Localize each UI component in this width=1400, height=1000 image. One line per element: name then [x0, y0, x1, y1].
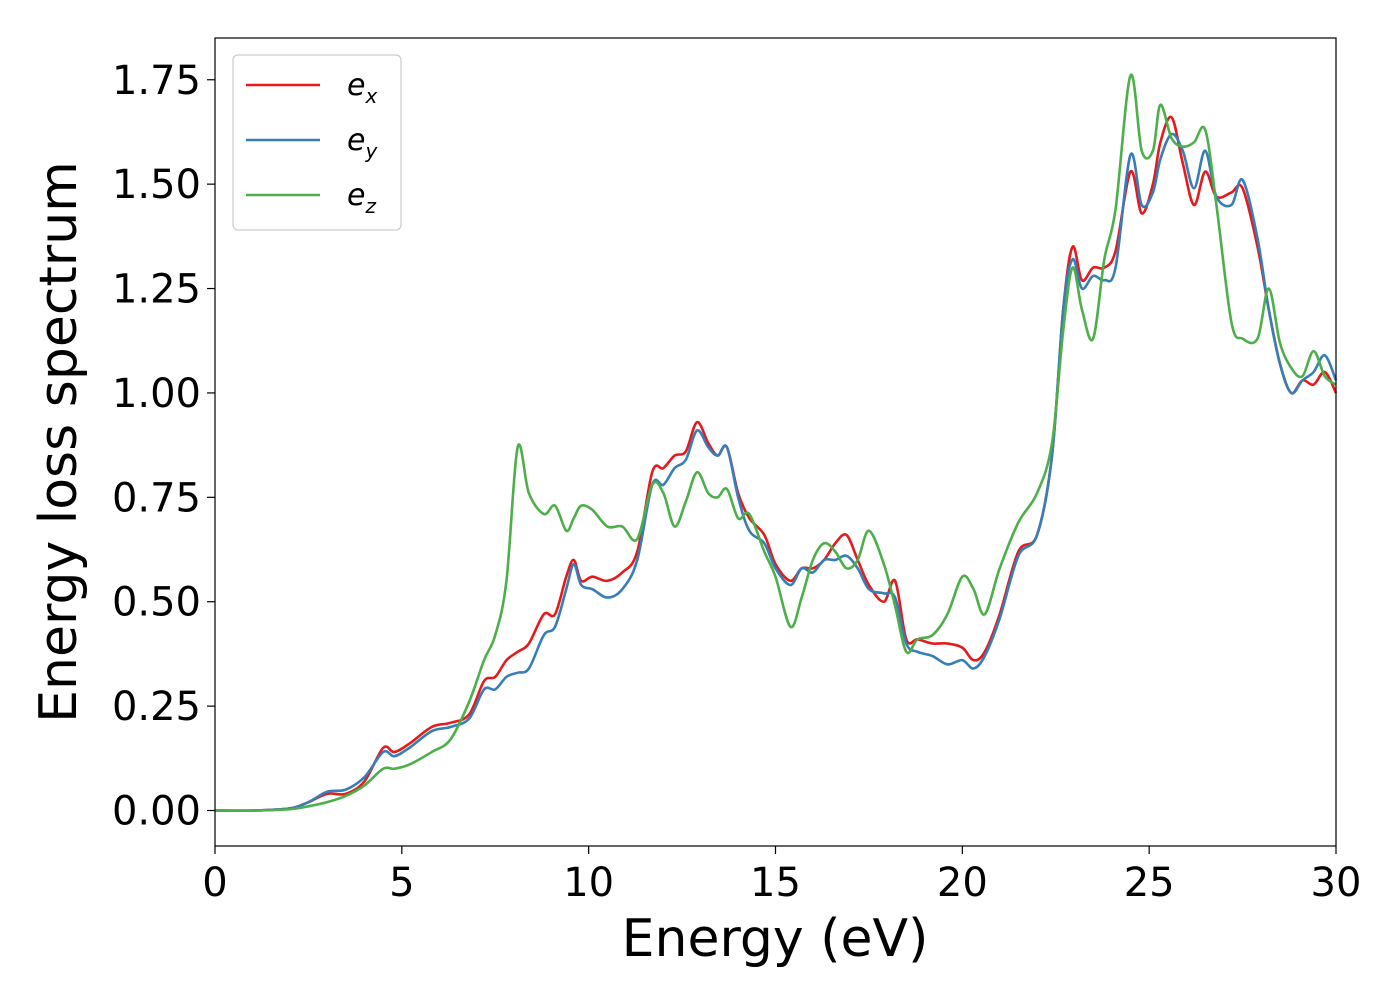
series-line-ex — [214, 115, 1338, 812]
legend-label-ey: ey — [347, 123, 378, 163]
plot-area — [215, 38, 1336, 846]
x-tick-label: 30 — [1311, 860, 1362, 906]
y-axis: 0.00 0.25 0.50 0.75 1.00 1.25 1.50 1.75 — [112, 58, 215, 835]
legend-label-ez: ez — [347, 178, 376, 218]
x-tick-label: 0 — [202, 860, 227, 906]
x-tick-label: 15 — [750, 860, 801, 906]
y-tick-label: 1.00 — [112, 371, 201, 417]
x-tick-label: 5 — [389, 860, 414, 906]
y-tick-label: 0.25 — [112, 684, 201, 730]
series-line-ez — [214, 73, 1337, 812]
x-axis: 0 5 10 15 20 25 30 — [202, 846, 1361, 906]
y-tick-label: 0.75 — [112, 475, 201, 521]
legend-label-ex: ex — [347, 68, 377, 108]
x-tick-label: 25 — [1124, 860, 1175, 906]
series-layer — [214, 73, 1338, 812]
legend: ex ey ez — [232, 54, 402, 231]
y-axis-title: Energy loss spectrum — [29, 161, 89, 723]
x-tick-label: 10 — [563, 860, 614, 906]
x-axis-title: Energy (eV) — [622, 909, 929, 969]
y-tick-label: 1.50 — [112, 162, 201, 208]
x-tick-label: 20 — [937, 860, 988, 906]
y-tick-label: 1.75 — [112, 58, 201, 104]
legend-box — [232, 54, 402, 231]
y-tick-label: 0.00 — [112, 789, 201, 835]
y-tick-label: 0.50 — [112, 580, 201, 626]
y-tick-label: 1.25 — [112, 267, 201, 313]
